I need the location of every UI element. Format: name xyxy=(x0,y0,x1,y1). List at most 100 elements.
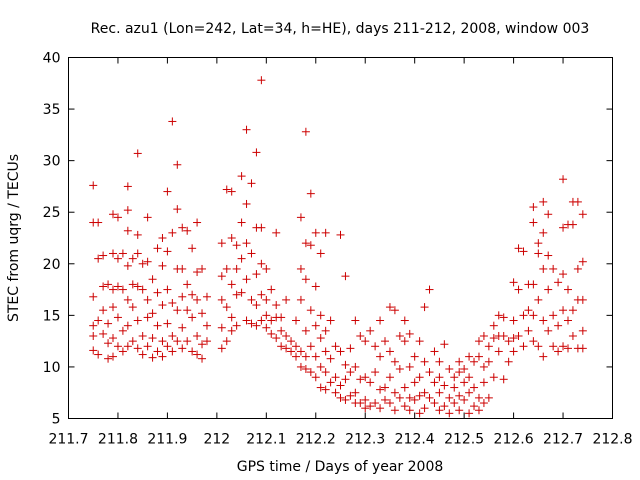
data-point xyxy=(578,257,587,266)
data-point xyxy=(183,306,192,315)
data-point xyxy=(267,329,276,338)
data-point xyxy=(301,127,310,136)
data-point xyxy=(479,331,488,340)
data-point xyxy=(479,362,488,371)
data-point xyxy=(381,383,390,392)
data-point xyxy=(376,404,385,413)
data-point xyxy=(168,228,177,237)
data-point xyxy=(123,342,132,351)
data-point xyxy=(301,239,310,248)
data-point xyxy=(113,282,122,291)
data-point xyxy=(316,311,325,320)
data-point xyxy=(128,337,137,346)
data-point xyxy=(539,316,548,325)
data-point xyxy=(321,347,330,356)
data-point xyxy=(559,175,568,184)
data-point xyxy=(321,326,330,335)
data-point xyxy=(376,352,385,361)
x-tick-label: 212.6 xyxy=(494,432,534,448)
data-point xyxy=(143,342,152,351)
data-point xyxy=(306,368,315,377)
data-point xyxy=(440,340,449,349)
data-point xyxy=(425,285,434,294)
data-point xyxy=(133,249,142,258)
data-point xyxy=(109,334,118,343)
data-point xyxy=(405,362,414,371)
data-point xyxy=(415,409,424,418)
data-point xyxy=(405,329,414,338)
data-point xyxy=(568,306,577,315)
data-point xyxy=(479,378,488,387)
data-point xyxy=(287,347,296,356)
data-point xyxy=(366,402,375,411)
data-point xyxy=(336,381,345,390)
data-point xyxy=(232,241,241,250)
data-point xyxy=(252,301,261,310)
data-point xyxy=(94,254,103,263)
data-point xyxy=(158,352,167,361)
data-point xyxy=(316,362,325,371)
data-point xyxy=(198,354,207,363)
data-point xyxy=(104,319,113,328)
data-point xyxy=(460,395,469,404)
data-point xyxy=(148,275,157,284)
data-point xyxy=(267,316,276,325)
data-point xyxy=(361,404,370,413)
data-point xyxy=(118,285,127,294)
data-point xyxy=(415,391,424,400)
data-point xyxy=(554,347,563,356)
data-point xyxy=(539,228,548,237)
data-point xyxy=(232,290,241,299)
data-point xyxy=(148,353,157,362)
data-point xyxy=(123,295,132,304)
data-point xyxy=(222,185,231,194)
data-point xyxy=(217,323,226,332)
data-point xyxy=(193,295,202,304)
data-point xyxy=(410,395,419,404)
data-point xyxy=(450,383,459,392)
data-point xyxy=(232,264,241,273)
data-point xyxy=(113,213,122,222)
data-point xyxy=(153,347,162,356)
data-point xyxy=(222,264,231,273)
data-point xyxy=(113,254,122,263)
data-point xyxy=(198,264,207,273)
data-point xyxy=(242,125,251,134)
x-tick-label: 212.8 xyxy=(592,432,632,448)
data-point xyxy=(529,218,538,227)
x-tick-label: 212.7 xyxy=(543,432,583,448)
data-point xyxy=(519,247,528,256)
data-point xyxy=(514,331,523,340)
data-point xyxy=(227,280,236,289)
data-point xyxy=(153,288,162,297)
data-point xyxy=(371,368,380,377)
data-point xyxy=(430,378,439,387)
data-point xyxy=(193,218,202,227)
data-point xyxy=(296,213,305,222)
data-point xyxy=(118,347,127,356)
data-point xyxy=(519,342,528,351)
x-tick-label: 212.1 xyxy=(246,432,286,448)
data-point xyxy=(331,342,340,351)
data-point xyxy=(123,321,132,330)
data-point xyxy=(316,383,325,392)
data-point xyxy=(113,342,122,351)
data-point xyxy=(494,311,503,320)
data-point xyxy=(554,321,563,330)
data-point xyxy=(514,244,523,253)
data-point xyxy=(420,388,429,397)
data-point xyxy=(534,342,543,351)
data-point xyxy=(296,362,305,371)
data-point xyxy=(400,316,409,325)
data-point xyxy=(366,326,375,335)
data-point xyxy=(282,331,291,340)
data-points xyxy=(89,76,587,418)
data-point xyxy=(311,352,320,361)
data-point xyxy=(524,306,533,315)
data-point xyxy=(262,323,271,332)
data-point xyxy=(173,306,182,315)
data-point xyxy=(450,373,459,382)
data-point xyxy=(163,342,172,351)
data-point xyxy=(104,280,113,289)
data-point xyxy=(390,357,399,366)
